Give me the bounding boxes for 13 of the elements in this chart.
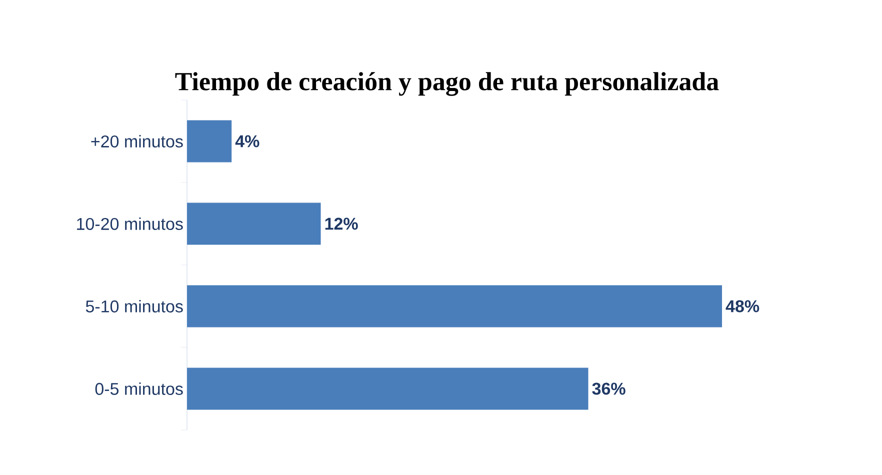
data-label: 36% [592,382,626,395]
y-tick-label: 5-10 minutos [86,300,183,312]
bar [187,202,321,245]
bar [187,120,232,162]
y-tick-label: +20 minutos [91,135,183,148]
y-tick-label: 0-5 minutos [95,382,183,395]
data-label: 4% [235,135,260,148]
chart-title: Tiempo de creación y pago de ruta personalizada [175,72,719,96]
data-label: 12% [325,218,358,230]
bar [187,285,722,328]
bar [187,368,588,410]
y-tick-label: 10-20 minutos [77,218,183,230]
data-label: 48% [726,300,760,312]
